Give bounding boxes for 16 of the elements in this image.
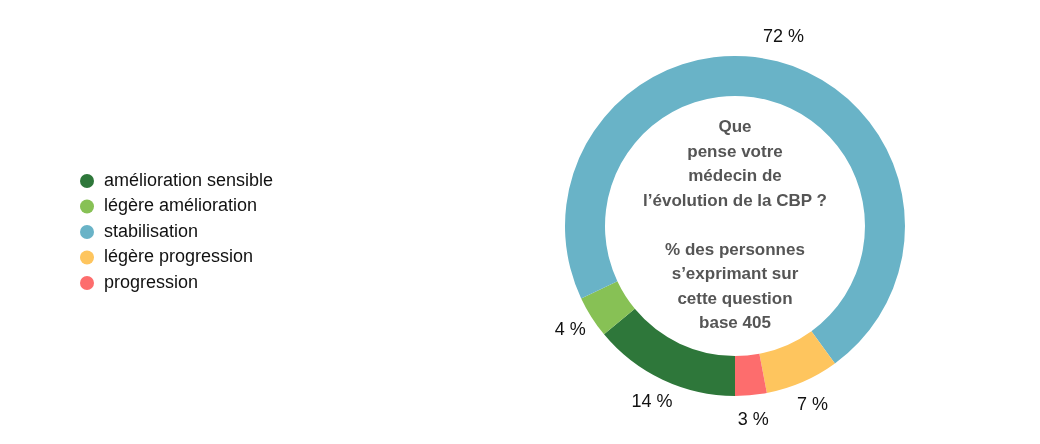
- data-label: 4 %: [554, 319, 586, 340]
- legend-label: légère amélioration: [104, 195, 258, 216]
- legend-label: légère progression: [104, 246, 254, 267]
- donut-slice: [759, 331, 835, 393]
- text: Que pense votre médecin de l’évolution de la CBP ?: [643, 117, 827, 210]
- donut-slice: [565, 56, 905, 364]
- legend-label: progression: [104, 271, 199, 292]
- text: % des personnes s’exprimant sur cette question base 405: [665, 239, 805, 333]
- donut-slice: [604, 308, 735, 396]
- legend-label: amélioration sensible: [104, 169, 274, 190]
- legend-label: stabilisation: [104, 220, 199, 241]
- donut-slice: [735, 353, 767, 396]
- data-label: 14 %: [631, 391, 673, 412]
- data-label: 7 %: [796, 393, 828, 414]
- data-label: 3 %: [737, 408, 769, 429]
- data-label: 72 %: [762, 25, 805, 46]
